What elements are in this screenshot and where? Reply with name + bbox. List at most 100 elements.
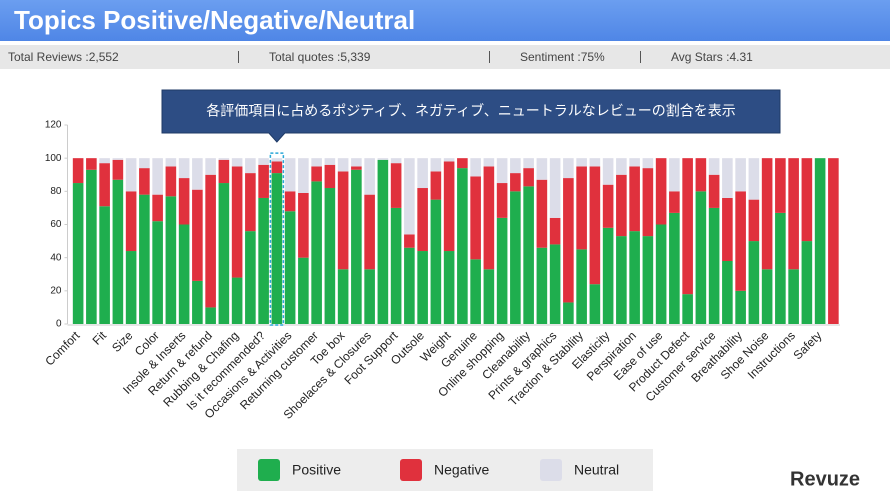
bar-segment bbox=[284, 158, 296, 192]
bar-segment bbox=[364, 269, 375, 324]
bar-segment bbox=[99, 206, 110, 324]
tooltip-box bbox=[161, 89, 781, 143]
tooltip-text: 各評価項目に占めるポジティブ、ネガティブ、ニュートラルなレビューの割合を表示 bbox=[206, 103, 735, 119]
bar-segment bbox=[761, 269, 773, 324]
bar-segment bbox=[311, 166, 322, 182]
bar-segment bbox=[523, 186, 534, 324]
bar-segment bbox=[563, 302, 574, 324]
bar-segment bbox=[337, 171, 349, 270]
bar-segment bbox=[218, 159, 230, 184]
bar-segment bbox=[708, 174, 720, 208]
bar-segment bbox=[655, 158, 667, 225]
bar-segment bbox=[192, 280, 203, 324]
bar-segment bbox=[470, 176, 481, 260]
y-tick-label: 20 bbox=[50, 285, 62, 296]
highlight-box bbox=[269, 152, 285, 326]
bar-segment bbox=[801, 241, 813, 324]
bar-segment bbox=[629, 158, 640, 167]
bar-segment bbox=[99, 158, 110, 164]
bar-segment bbox=[99, 163, 110, 207]
bar-segment bbox=[735, 158, 746, 192]
bar-segment bbox=[443, 158, 455, 162]
bar-segment bbox=[669, 158, 680, 192]
bar-segment bbox=[245, 173, 256, 232]
bar-segment bbox=[351, 158, 362, 167]
bar-segment bbox=[576, 158, 587, 167]
bar-segment bbox=[112, 158, 124, 160]
x-tick-label: Safety bbox=[791, 328, 825, 362]
bar-segment bbox=[443, 251, 455, 324]
bar-segment bbox=[298, 257, 309, 324]
stats-bar: Total Reviews :2,552 Total quotes :5,339… bbox=[0, 45, 890, 69]
bar-segment bbox=[324, 188, 336, 324]
legend-label: Neutral bbox=[574, 462, 619, 478]
bar-segment bbox=[788, 269, 799, 324]
bar-segment bbox=[523, 168, 534, 187]
bar-segment bbox=[722, 260, 733, 324]
bar-segment bbox=[457, 168, 468, 324]
bar-segment bbox=[404, 234, 415, 248]
bar-segment bbox=[72, 158, 84, 184]
bar-segment bbox=[205, 174, 216, 308]
bar-segment bbox=[748, 241, 760, 324]
bar-segment bbox=[748, 158, 760, 200]
bar-segment bbox=[682, 158, 693, 295]
legend-swatch bbox=[540, 459, 562, 481]
bar-segment bbox=[231, 166, 243, 278]
bar-segment bbox=[139, 158, 150, 169]
legend-label: Negative bbox=[434, 462, 489, 478]
bar-segment bbox=[324, 164, 336, 189]
bar-segment bbox=[655, 224, 667, 324]
bar-segment bbox=[258, 164, 269, 198]
bar-segment bbox=[165, 196, 177, 324]
bar-segment bbox=[271, 161, 283, 174]
bar-segment bbox=[616, 236, 627, 324]
bar-segment bbox=[178, 224, 190, 324]
bar-segment bbox=[152, 194, 163, 222]
bar-segment bbox=[616, 158, 627, 175]
bar-segment bbox=[457, 158, 468, 169]
bar-segment bbox=[735, 191, 746, 291]
bar-segment bbox=[788, 158, 799, 270]
bar-segment bbox=[722, 197, 733, 261]
bar-segment bbox=[510, 158, 521, 174]
bar-segment bbox=[563, 178, 574, 303]
bar-segment bbox=[125, 191, 137, 252]
bar-segment bbox=[351, 169, 362, 324]
bar-segment bbox=[748, 199, 760, 242]
bar-segment bbox=[417, 188, 428, 252]
bar-segment bbox=[152, 221, 163, 324]
bar-segment bbox=[112, 159, 124, 180]
bar-segment bbox=[775, 212, 786, 324]
bar-segment bbox=[377, 159, 389, 324]
legend-swatch bbox=[258, 459, 280, 481]
bar-segment bbox=[669, 191, 680, 213]
bar-segment bbox=[430, 199, 442, 324]
bar-segment bbox=[125, 251, 137, 324]
bar-segment bbox=[470, 259, 481, 324]
y-tick-label: 0 bbox=[56, 319, 62, 330]
bar-segment bbox=[152, 158, 163, 195]
bar-segment bbox=[72, 183, 84, 324]
bar-segment bbox=[139, 194, 150, 324]
bar-segment bbox=[589, 158, 601, 167]
bar-segment bbox=[589, 166, 601, 285]
bar-segment bbox=[722, 158, 733, 198]
bar-segment bbox=[708, 158, 720, 175]
bar-segment bbox=[801, 158, 813, 242]
bar-segment bbox=[642, 158, 654, 169]
bar-segment bbox=[271, 173, 283, 324]
bar-segment bbox=[178, 178, 190, 225]
y-tick-label: 80 bbox=[50, 186, 62, 197]
bar-segment bbox=[271, 158, 283, 162]
bar-segment bbox=[695, 191, 707, 324]
bar-segment bbox=[311, 181, 322, 324]
bar-segment bbox=[245, 231, 256, 324]
bar-segment bbox=[536, 247, 548, 324]
bar-segment bbox=[298, 192, 309, 258]
bar-segment bbox=[390, 207, 402, 324]
bar-segment bbox=[258, 158, 269, 165]
bar-segment bbox=[430, 158, 442, 172]
